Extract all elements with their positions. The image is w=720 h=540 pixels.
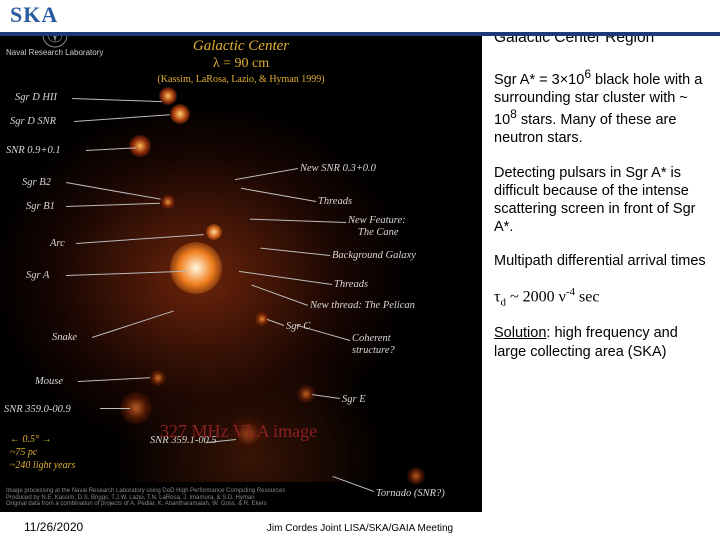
source-label: Sgr C [286,321,310,332]
scale-line3: ~240 light years [10,459,75,472]
image-credits: Image processing at the Naval Research L… [6,488,476,508]
source-label: SNR 0.9+0.1 [6,145,61,156]
source-label: New thread: The Pelican [310,300,415,311]
source-label: Sgr D SNR [10,116,56,127]
label-arrow [100,408,130,409]
paragraph-detecting: Detecting pulsars in Sgr A* is difficult… [494,164,706,237]
p1-prefix: Sgr A* = 3 [494,72,560,88]
source-label: Sgr E [342,394,366,405]
source-label: Snake [52,332,77,343]
source-label: structure? [352,345,395,356]
radio-source [150,370,166,386]
source-label: Coherent [352,333,391,344]
radio-source [170,104,190,124]
source-label: Threads [318,196,352,207]
formula-nu-sym: ν [559,288,566,305]
source-label: Arc [50,238,65,249]
source-label: SNR 359.0-00.9 [4,404,71,415]
source-label: New SNR 0.3+0.0 [300,163,376,174]
p1-exp2: 8 [510,107,517,121]
source-label: Sgr D HII [15,92,57,103]
radio-source [161,195,175,209]
solution-label: Solution [494,325,546,341]
source-label: Threads [334,279,368,290]
credits-line1: Image processing at the Naval Research L… [6,488,476,495]
scale-line1: ← 0.5° → [10,433,75,446]
formula-exp: -4 [566,286,575,298]
formula-mid: ~ 2000 [506,288,559,305]
image-title-line2: Galactic Center [0,38,482,55]
source-label: Sgr B2 [22,177,51,188]
paragraph-solution: Solution: high frequency and large colle… [494,324,706,360]
main-content: Naval Research Laboratory Wide-Field Rad… [0,18,720,512]
slide-footer: 11/26/2020 Jim Cordes Joint LISA/SKA/GAI… [0,516,720,536]
radio-source [170,242,222,294]
footer-meeting: Jim Cordes Joint LISA/SKA/GAIA Meeting [0,523,720,534]
credits-line3: Original data from a combination of proj… [6,501,476,508]
source-label: New Feature: [348,215,406,226]
scale-annotation: ← 0.5° → ~75 pc ~240 light years [10,433,75,472]
source-label: Mouse [35,376,63,387]
formula-unit: sec [575,288,599,305]
text-column: Galactic Center Region Sgr A* = 3×106 bl… [482,18,720,512]
source-label: Sgr A [26,270,49,281]
paragraph-multipath: Multipath differential arrival times [494,252,706,270]
radio-source [206,224,222,240]
image-lambda: λ = 90 cm [0,56,482,72]
p1-suffix: stars. Many of these are neutron stars. [494,112,676,146]
header-bar: SKA [0,0,720,36]
p1-times: × [560,72,568,88]
radio-source [129,135,151,157]
ska-logo: SKA [10,2,58,28]
formula-tau: τd ~ 2000 ν-4 sec [494,286,706,310]
paragraph-sgr-a: Sgr A* = 3×106 black hole with a surroun… [494,67,706,147]
source-label: Background Galaxy [332,250,416,261]
source-label: Sgr B1 [26,201,55,212]
source-label: The Cane [358,227,399,238]
radio-source [407,467,425,485]
scale-line2: ~75 pc [10,446,75,459]
credits-line2: Produced by N.E. Kassim, D.S. Briggs, T.… [6,495,476,502]
radio-source [159,87,177,105]
vla-caption: 327 MHz VLA image [160,421,317,442]
